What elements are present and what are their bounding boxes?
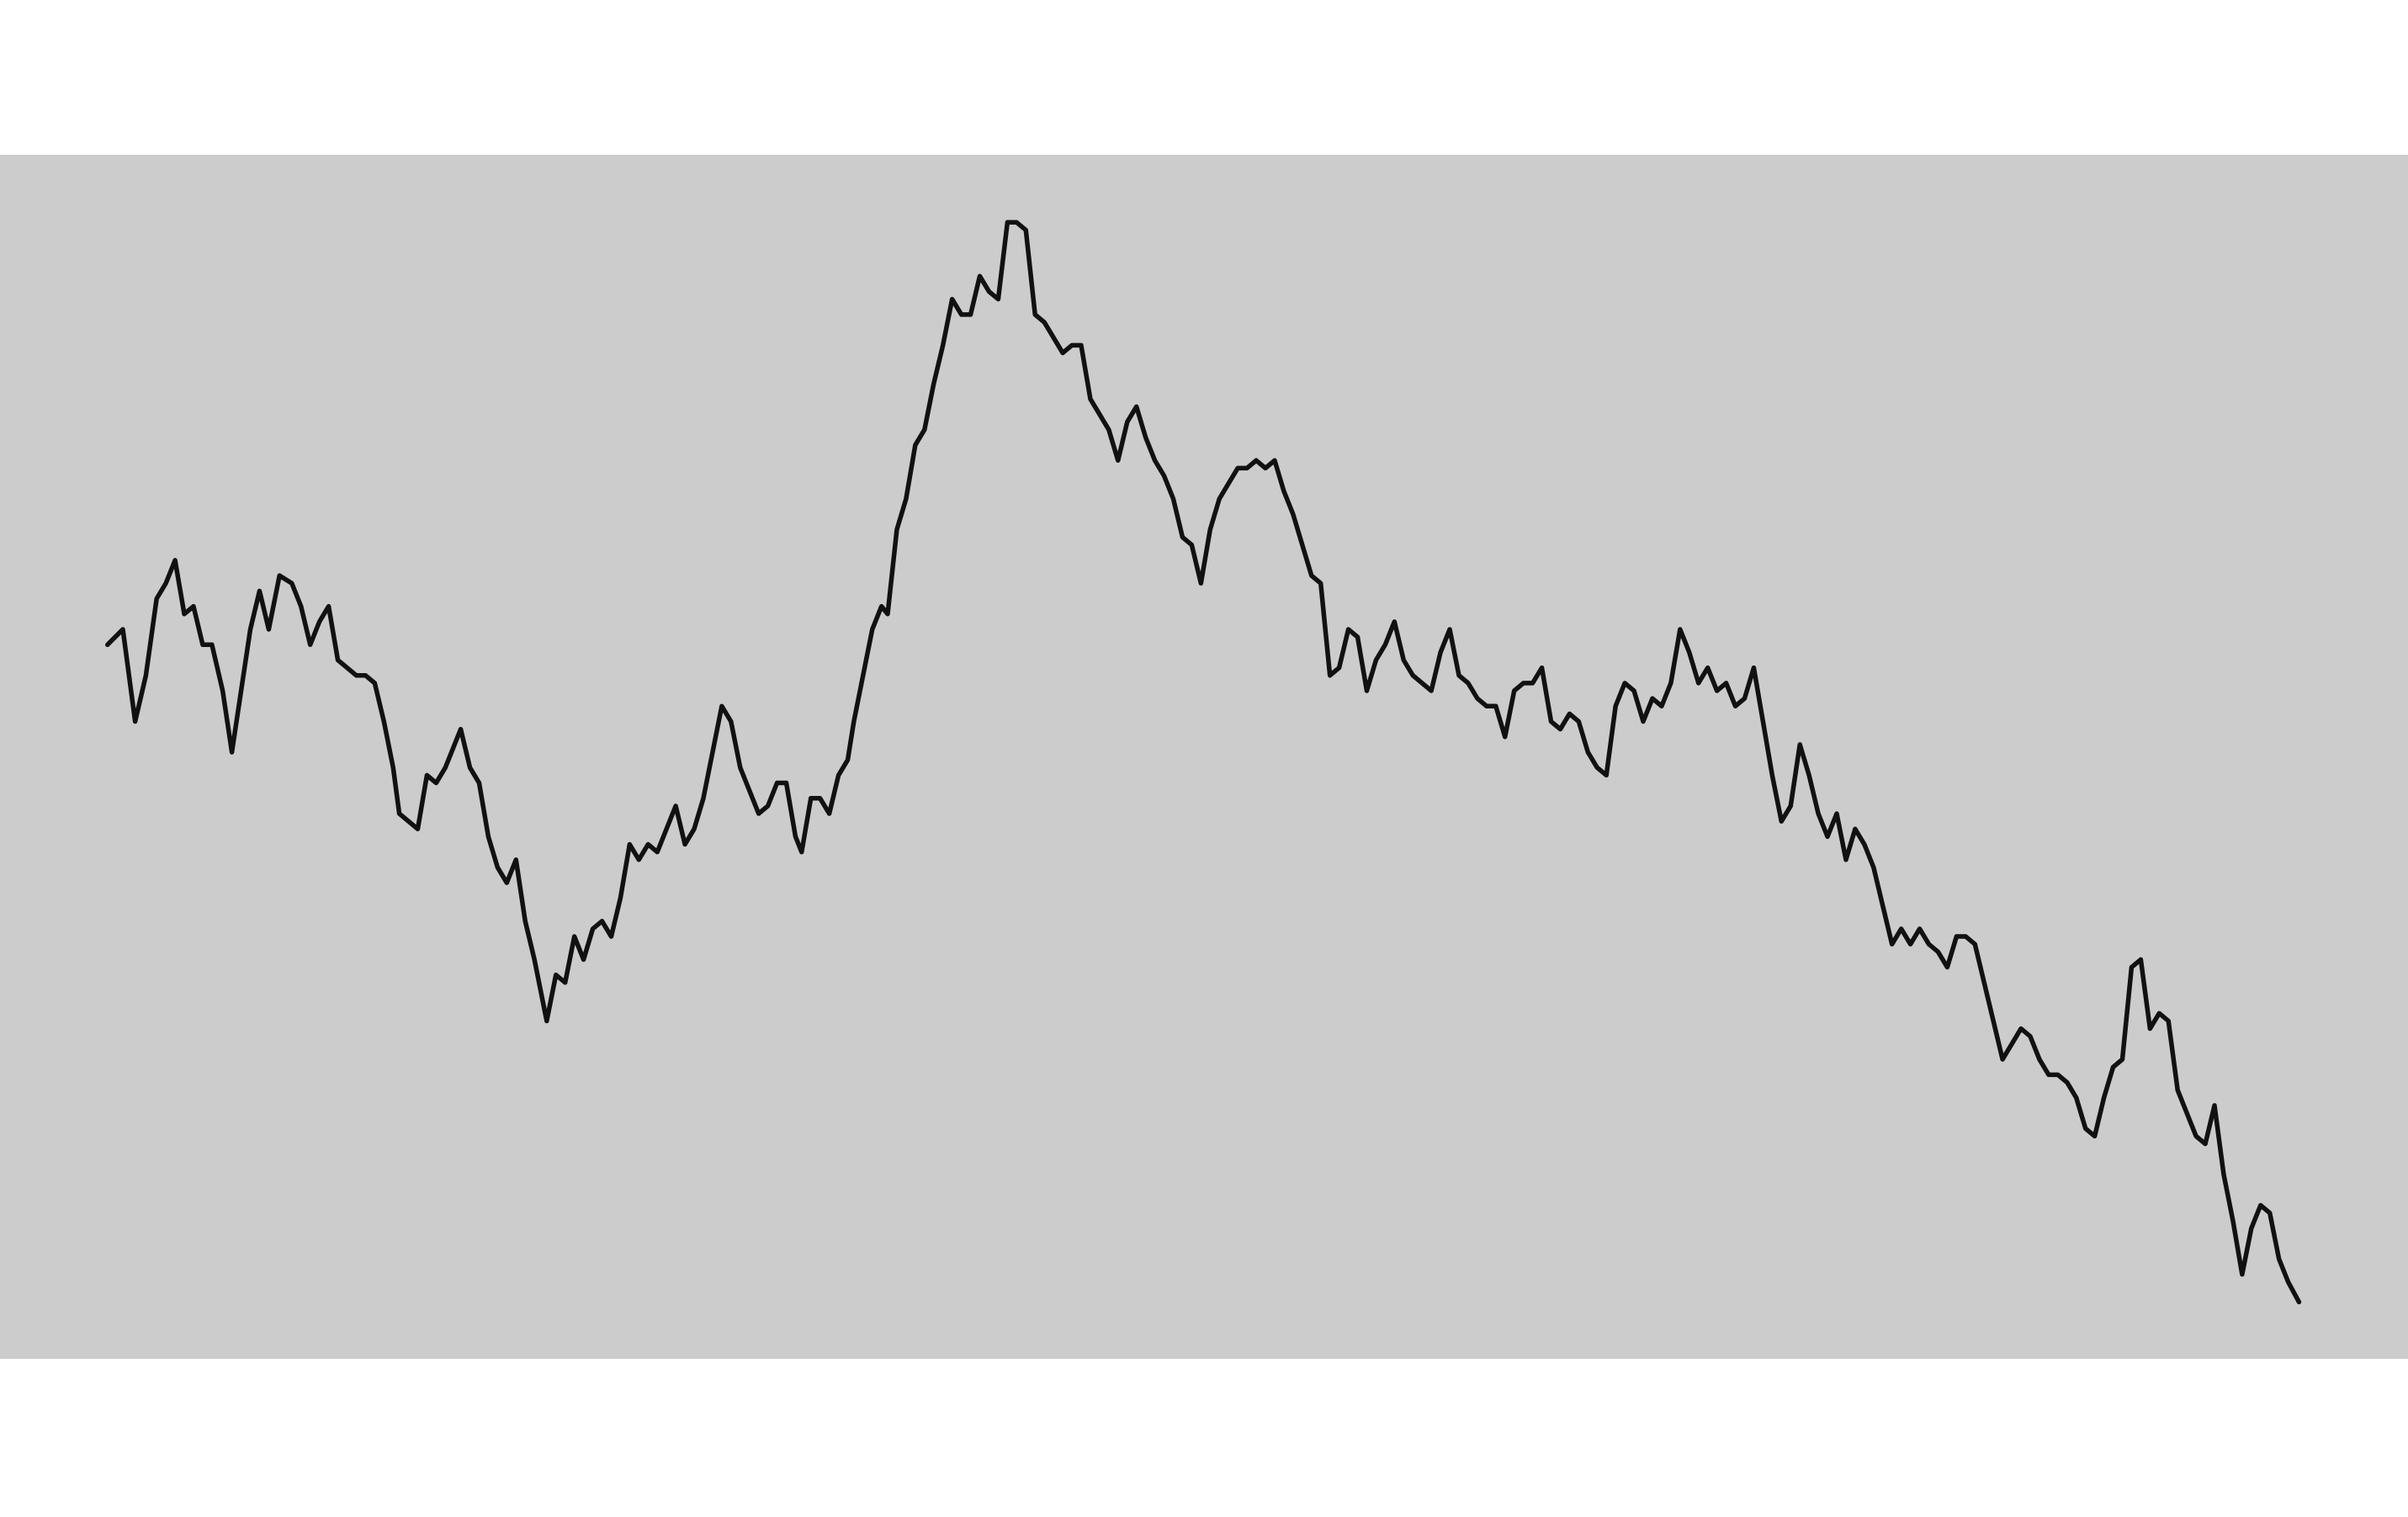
data-line <box>105 220 2302 1305</box>
plot-panel <box>0 155 2408 1359</box>
